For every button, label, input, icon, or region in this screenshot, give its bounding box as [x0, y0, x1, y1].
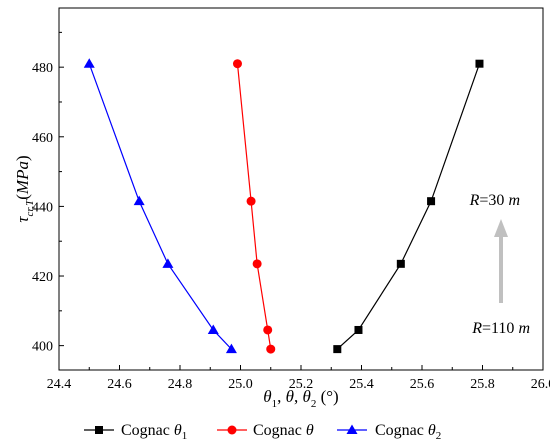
- data-point: [162, 258, 174, 268]
- annotation-layer: R=30 m R=110 m: [469, 192, 530, 337]
- series-3: [83, 58, 237, 354]
- y-tick-label: 480: [32, 61, 53, 76]
- legend-marker: [227, 425, 237, 435]
- x-tick-label: 24.8: [168, 377, 193, 392]
- x-tick-label: 25.2: [289, 377, 314, 392]
- x-tick-label: 24.6: [107, 377, 132, 392]
- legend-label: Cognac θ1: [121, 422, 187, 442]
- x-tick-label: 24.4: [47, 377, 72, 392]
- tick-labels: 24.4 24.6 24.8 25.0 25.2 25.4 25.6 25.8 26.0 400 4…: [32, 61, 550, 392]
- x-tick-label: 25.0: [228, 377, 253, 392]
- y-tick-label: 420: [32, 270, 53, 285]
- series-1: [333, 59, 484, 354]
- data-point: [475, 59, 484, 68]
- legend-marker: [95, 426, 103, 434]
- x-tick-label: 25.8: [470, 377, 495, 392]
- data-point: [396, 259, 405, 268]
- legend-item-2: Cognac θ: [217, 422, 314, 439]
- data-point: [263, 325, 273, 335]
- legend-label: Cognac θ2: [375, 422, 441, 442]
- data-point: [246, 196, 256, 206]
- data-point: [252, 259, 262, 269]
- series-line: [88, 63, 232, 350]
- data-point: [333, 345, 342, 354]
- x-tick-label: 26.0: [531, 377, 550, 392]
- series-line: [236, 63, 272, 350]
- legend-label: Cognac θ: [253, 422, 314, 439]
- annotation-r110: R=110 m: [471, 320, 530, 337]
- y-tick-label: 400: [32, 340, 53, 355]
- legend: Cognac θ1 Cognac θ Cognac θ2: [84, 422, 441, 442]
- series-line: [336, 63, 481, 350]
- series-2: [232, 59, 276, 354]
- data-point: [83, 58, 95, 68]
- x-axis-title: θ1, θ, θ2 (°): [263, 387, 338, 410]
- y-axis-title: τcr,T(MPa): [13, 155, 36, 222]
- legend-item-1: Cognac θ1: [84, 422, 187, 442]
- data-point: [225, 343, 237, 354]
- data-point: [133, 195, 145, 206]
- data-point: [266, 344, 276, 354]
- data-point: [232, 59, 242, 69]
- data-point: [207, 324, 219, 334]
- x-tick-label: 25.6: [410, 377, 435, 392]
- series-layer: [83, 58, 484, 354]
- annotation-r30: R=30 m: [469, 192, 520, 209]
- y-tick-label: 460: [32, 131, 53, 146]
- legend-marker: [346, 424, 358, 434]
- data-point: [427, 197, 436, 206]
- plot-frame: [58, 7, 544, 371]
- legend-item-3: Cognac θ2: [337, 422, 441, 442]
- y-tick-label: 440: [32, 200, 53, 215]
- x-tick-label: 25.4: [349, 377, 374, 392]
- data-point: [354, 325, 363, 334]
- arrow-head: [494, 219, 508, 237]
